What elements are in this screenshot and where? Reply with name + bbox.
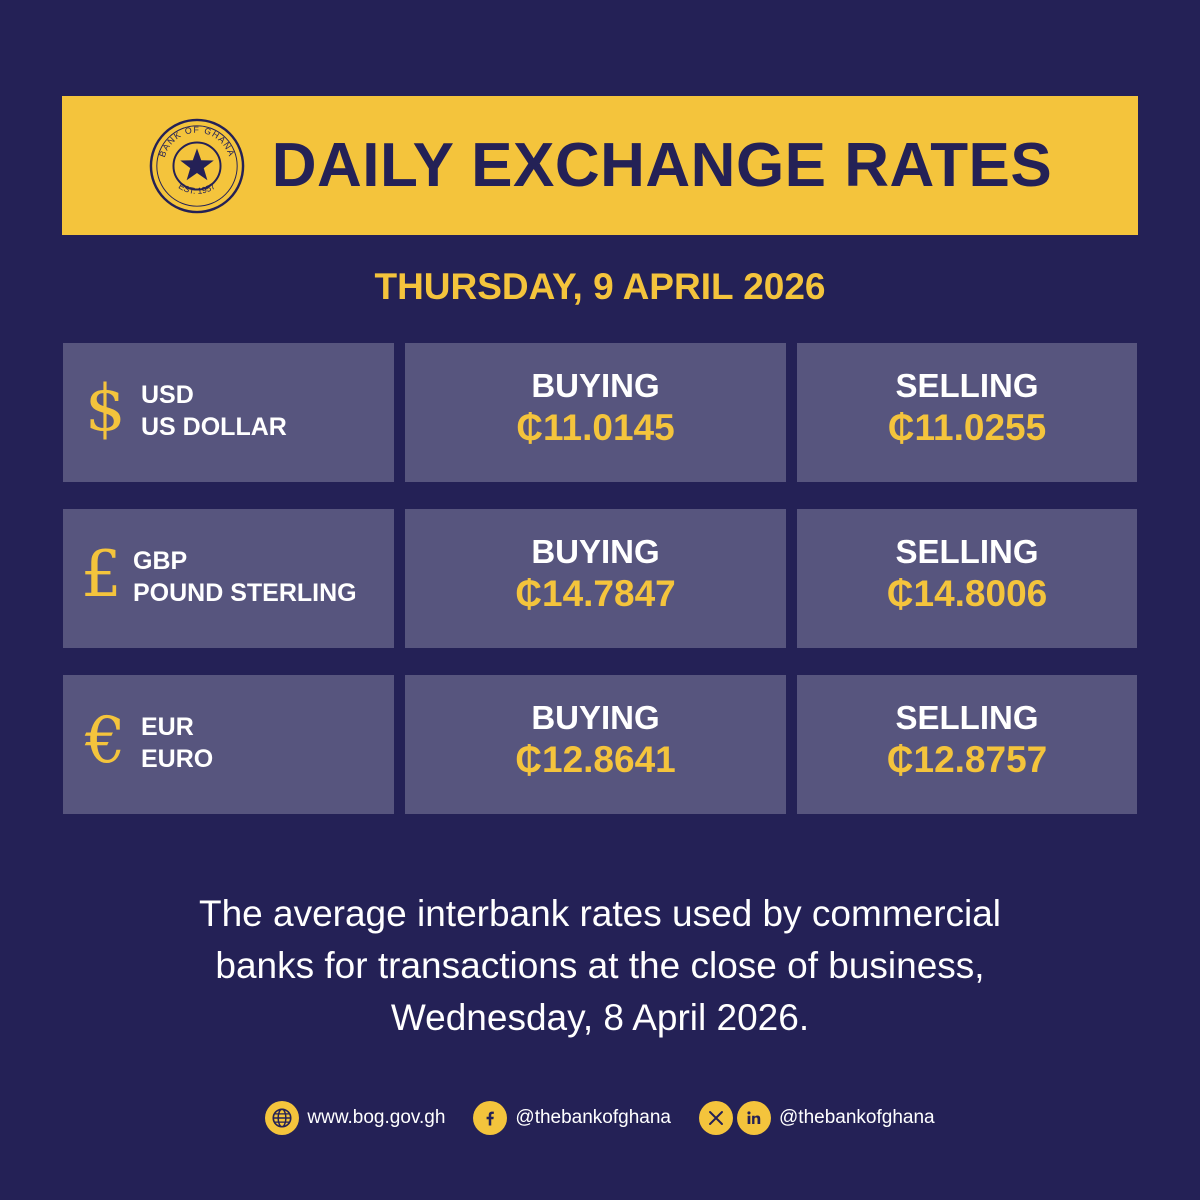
selling-cell: SELLING ₵11.0255 (797, 343, 1137, 482)
buying-rate: ₵11.0145 (516, 407, 675, 448)
currency-code: GBP (133, 547, 188, 575)
selling-cell: SELLING ₵14.8006 (797, 509, 1137, 648)
linkedin-icon[interactable] (737, 1101, 771, 1135)
pound-icon: £ (81, 538, 122, 612)
buying-cell: BUYING ₵14.7847 (405, 509, 786, 648)
seal-bottom-text: EST. 1957 (177, 180, 217, 195)
facebook-icon (473, 1101, 508, 1135)
x-linkedin-handle: @thebankofghana (779, 1107, 935, 1128)
currency-cell: $ USD US DOLLAR (63, 343, 394, 482)
page-title: DAILY EXCHANGE RATES (271, 131, 1053, 200)
selling-label: SELLING (895, 699, 1039, 736)
currency-cell: € EUR EURO (63, 675, 394, 814)
buying-cell: BUYING ₵11.0145 (405, 343, 786, 482)
website-text: www.bog.gov.gh (307, 1107, 446, 1128)
buying-rate: ₵12.8641 (515, 739, 676, 780)
header-banner: BANK OF GHANA EST. 1957 DAILY EXCHANGE R… (62, 96, 1138, 235)
currency-code: USD (141, 381, 194, 409)
buying-rate: ₵14.7847 (515, 573, 676, 614)
svg-text:EST. 1957: EST. 1957 (177, 180, 217, 195)
buying-label: BUYING (531, 367, 660, 404)
currency-name: POUND STERLING (133, 579, 357, 607)
selling-rate: ₵11.0255 (887, 407, 1047, 448)
globe-icon (265, 1101, 300, 1135)
currency-name: EURO (141, 745, 214, 773)
currency-name: US DOLLAR (141, 413, 287, 441)
currency-cell: £ GBP POUND STERLING (63, 509, 394, 648)
rate-row-usd: $ USD US DOLLAR BUYING ₵11.0145 SELLING … (63, 343, 1137, 482)
euro-icon: € (85, 704, 126, 778)
rates-date: THURSDAY, 9 APRIL 2026 (374, 266, 826, 307)
x-linkedin-links[interactable]: @thebankofghana (699, 1101, 935, 1135)
footnote: The average interbank rates used by comm… (100, 888, 1100, 1044)
rate-row-gbp: £ GBP POUND STERLING BUYING ₵14.7847 SEL… (63, 509, 1137, 648)
buying-label: BUYING (531, 533, 660, 570)
footnote-line: The average interbank rates used by comm… (198, 893, 1002, 934)
rate-row-eur: € EUR EURO BUYING ₵12.8641 SELLING ₵12.8… (63, 675, 1137, 814)
selling-label: SELLING (895, 533, 1039, 570)
social-links: www.bog.gov.gh @thebankofghana @thebanko… (0, 1098, 1200, 1138)
selling-label: SELLING (895, 367, 1039, 404)
selling-rate: ₵14.8006 (886, 573, 1048, 614)
facebook-handle: @thebankofghana (515, 1107, 671, 1128)
selling-rate: ₵12.8757 (886, 739, 1048, 780)
facebook-link[interactable]: @thebankofghana (473, 1101, 671, 1135)
buying-label: BUYING (531, 699, 660, 736)
x-icon[interactable] (699, 1101, 733, 1135)
footnote-line: banks for transactions at the close of b… (215, 945, 985, 986)
currency-code: EUR (141, 713, 194, 741)
bank-of-ghana-seal-logo: BANK OF GHANA EST. 1957 (149, 118, 245, 213)
footnote-line: Wednesday, 8 April 2026. (390, 997, 810, 1038)
website-link[interactable]: www.bog.gov.gh (265, 1101, 445, 1135)
selling-cell: SELLING ₵12.8757 (797, 675, 1137, 814)
dollar-icon: $ (85, 372, 126, 446)
buying-cell: BUYING ₵12.8641 (405, 675, 786, 814)
